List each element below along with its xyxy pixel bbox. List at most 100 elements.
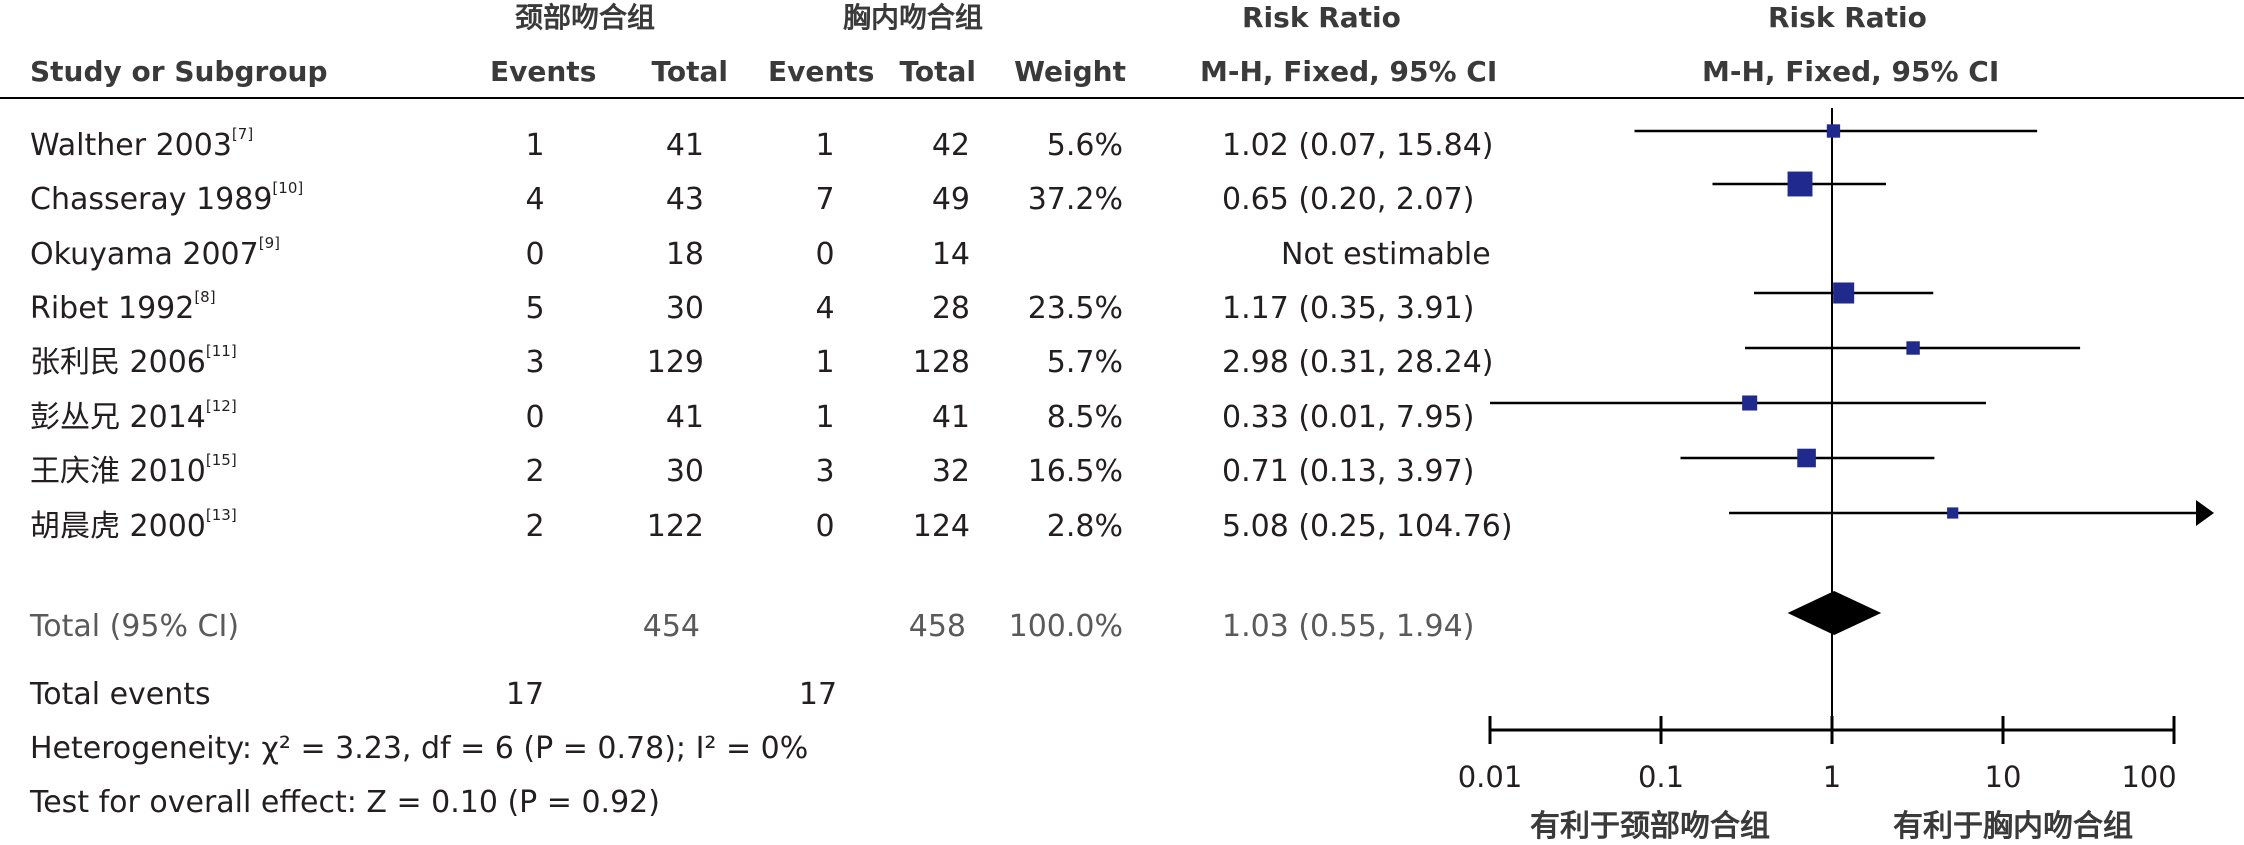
total-weight: 100.0% bbox=[1008, 609, 1123, 644]
risk-ratio-cell: 2.98 (0.31, 28.24) bbox=[1222, 345, 1494, 380]
overall-effect-text: Test for overall effect: Z = 0.10 (P = 0… bbox=[30, 785, 660, 820]
weight-cell: 2.8% bbox=[1046, 509, 1123, 544]
point-estimate-marker bbox=[1797, 448, 1816, 468]
study-name: Ribet 1992[8] bbox=[30, 290, 216, 326]
total-neck-cell: 43 bbox=[665, 182, 704, 217]
total-chest: 458 bbox=[908, 609, 966, 644]
risk-ratio-cell: 1.02 (0.07, 15.84) bbox=[1222, 128, 1494, 163]
total-label: Total (95% CI) bbox=[30, 609, 240, 644]
risk-ratio-cell: Not estimable bbox=[1281, 237, 1491, 272]
weight-cell: 8.5% bbox=[1046, 400, 1123, 435]
study-name-text: 彭丛兄 2014 bbox=[30, 400, 206, 435]
risk-ratio-right-header: Risk Ratio bbox=[1768, 1, 1927, 34]
events-chest-cell: 3 bbox=[815, 454, 835, 489]
weight-cell: 37.2% bbox=[1027, 182, 1123, 217]
pooled-estimate-diamond bbox=[1787, 591, 1882, 635]
study-name-text: 张利民 2006 bbox=[30, 345, 206, 380]
point-estimate-marker bbox=[1742, 395, 1758, 411]
events-neck-cell: 0 bbox=[525, 400, 545, 435]
total-neck-cell: 129 bbox=[646, 345, 704, 380]
point-estimate-marker bbox=[1787, 171, 1813, 197]
weight-header: Weight bbox=[1014, 55, 1126, 88]
study-name: Walther 2003[7] bbox=[30, 127, 253, 161]
total-neck-cell: 41 bbox=[665, 128, 704, 163]
total-chest-cell: 124 bbox=[912, 509, 970, 544]
group-chest-header: 胸内吻合组 bbox=[843, 1, 984, 34]
total-neck-header: Total bbox=[651, 55, 729, 88]
events-chest-cell: 7 bbox=[815, 182, 835, 217]
study-name: 王庆淮 2010[15] bbox=[30, 453, 237, 489]
total-chest-cell: 42 bbox=[931, 128, 970, 163]
weight-cell: 23.5% bbox=[1027, 291, 1123, 326]
x-tick-label: 0.01 bbox=[1457, 760, 1523, 794]
total-chest-cell: 32 bbox=[931, 454, 970, 489]
total-chest-header: Total bbox=[899, 55, 977, 88]
risk-ratio-cell: 0.33 (0.01, 7.95) bbox=[1222, 400, 1475, 435]
point-estimate-marker bbox=[1826, 124, 1841, 138]
x-tick-label: 0.1 bbox=[1637, 760, 1685, 794]
events-chest-cell: 1 bbox=[815, 345, 835, 380]
total-events-chest: 17 bbox=[798, 677, 838, 712]
events-neck-cell: 2 bbox=[525, 509, 545, 544]
events-chest-cell: 0 bbox=[815, 237, 835, 272]
group-neck-header: 颈部吻合组 bbox=[515, 1, 656, 34]
favours-left-label: 有利于颈部吻合组 bbox=[1530, 809, 1770, 844]
risk-ratio-left-header: Risk Ratio bbox=[1242, 1, 1401, 34]
total-neck: 454 bbox=[642, 609, 700, 644]
study-name-text: Chasseray 1989 bbox=[30, 182, 273, 217]
point-estimate-marker bbox=[1906, 341, 1920, 355]
events-neck-cell: 1 bbox=[525, 128, 545, 163]
study-name: Chasseray 1989[10] bbox=[30, 181, 303, 217]
method-left-header: M-H, Fixed, 95% CI bbox=[1200, 55, 1498, 88]
total-neck-cell: 18 bbox=[665, 237, 704, 272]
total-events-label: Total events bbox=[30, 677, 211, 712]
risk-ratio-cell: 0.65 (0.20, 2.07) bbox=[1222, 182, 1475, 217]
total-neck-cell: 30 bbox=[665, 454, 704, 489]
study-reference: [9] bbox=[258, 234, 280, 252]
total-events-neck: 17 bbox=[505, 677, 545, 712]
events-neck-cell: 0 bbox=[525, 237, 545, 272]
x-tick-label: 10 bbox=[1984, 760, 2022, 794]
favours-right-label: 有利于胸内吻合组 bbox=[1893, 809, 2133, 844]
study-name: Okuyama 2007[9] bbox=[30, 236, 280, 272]
forest-marks bbox=[1488, 108, 2214, 744]
study-column-header: Study or Subgroup bbox=[30, 55, 328, 88]
events-chest-cell: 1 bbox=[815, 400, 835, 435]
study-reference: [8] bbox=[194, 288, 216, 306]
events-chest-cell: 4 bbox=[815, 291, 835, 326]
risk-ratio-cell: 0.71 (0.13, 3.97) bbox=[1222, 454, 1475, 489]
events-chest-cell: 0 bbox=[815, 509, 835, 544]
total-neck-cell: 30 bbox=[665, 291, 704, 326]
point-estimate-marker bbox=[1833, 282, 1855, 304]
heterogeneity-text: Heterogeneity: χ² = 3.23, df = 6 (P = 0.… bbox=[30, 731, 809, 766]
study-name-text: 胡晨虎 2000 bbox=[30, 509, 206, 544]
study-name-text: Ribet 1992 bbox=[30, 291, 195, 326]
study-reference: [12] bbox=[205, 397, 237, 415]
ci-arrow bbox=[2196, 500, 2214, 526]
weight-cell: 16.5% bbox=[1027, 454, 1123, 489]
total-neck-cell: 41 bbox=[665, 400, 704, 435]
total-chest-cell: 14 bbox=[931, 237, 970, 272]
events-neck-cell: 3 bbox=[525, 345, 545, 380]
events-neck-cell: 4 bbox=[525, 182, 545, 217]
total-chest-cell: 28 bbox=[931, 291, 970, 326]
point-estimate-marker bbox=[1947, 507, 1959, 519]
study-reference: [10] bbox=[272, 179, 304, 197]
study-reference: [15] bbox=[205, 451, 237, 469]
study-name-text: Okuyama 2007 bbox=[30, 237, 259, 272]
events-neck-header: Events bbox=[490, 55, 597, 88]
x-tick-label: 1 bbox=[1822, 760, 1842, 794]
events-chest-cell: 1 bbox=[815, 128, 835, 163]
events-chest-header: Events bbox=[768, 55, 875, 88]
weight-cell: 5.6% bbox=[1046, 128, 1123, 163]
study-name-text: 王庆淮 2010 bbox=[30, 454, 206, 489]
total-chest-cell: 49 bbox=[931, 182, 970, 217]
study-reference: [13] bbox=[205, 506, 237, 524]
study-reference: [11] bbox=[205, 342, 237, 360]
study-name: 张利民 2006[11] bbox=[30, 344, 237, 380]
total-chest-cell: 41 bbox=[931, 400, 970, 435]
total-risk-ratio: 1.03 (0.55, 1.94) bbox=[1222, 609, 1475, 644]
risk-ratio-cell: 1.17 (0.35, 3.91) bbox=[1222, 291, 1475, 326]
